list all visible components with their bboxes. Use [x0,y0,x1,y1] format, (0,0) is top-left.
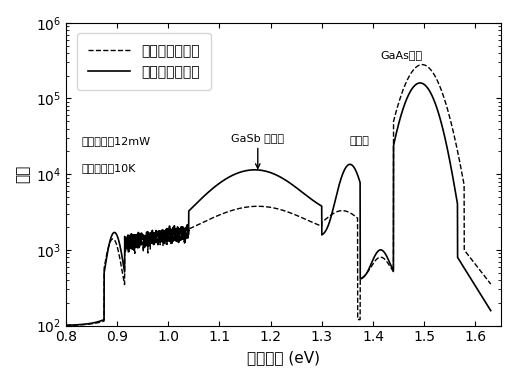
单层量子点材料 [433,77,440,82]
Text: 激发功率：12mW: 激发功率：12mW [81,136,150,146]
Text: 测试温度：10K: 测试温度：10K [81,163,135,173]
Line: 单层量子点材料: 单层量子点材料 [66,65,491,325]
单层量子点材料 [479,271,486,276]
单层量子点材料 [244,205,250,209]
X-axis label: 光子能量 (eV): 光子能量 (eV) [247,350,320,365]
多层量子点材料 [433,105,440,110]
单层量子点材料 [62,323,69,328]
Text: GaSb 量子点: GaSb 量子点 [231,133,284,168]
多层量子点材料 [479,295,486,300]
多层量子点材料 [244,168,250,173]
Text: GaAs衬底: GaAs衬底 [381,50,423,60]
单层量子点材料 [419,62,425,67]
Y-axis label: 强度: 强度 [15,165,30,183]
多层量子点材料 [136,234,142,239]
单层量子点材料 [111,238,117,242]
多层量子点材料 [488,308,494,313]
单层量子点材料 [225,209,232,214]
单层量子点材料 [488,282,494,287]
多层量子点材料 [225,175,232,179]
Text: 浸润层: 浸润层 [350,136,370,146]
多层量子点材料 [417,81,423,85]
单层量子点材料 [136,245,142,249]
Legend: 单层量子点材料, 多层量子点材料: 单层量子点材料, 多层量子点材料 [77,33,211,90]
Line: 多层量子点材料: 多层量子点材料 [66,83,491,325]
多层量子点材料 [111,230,117,235]
多层量子点材料 [62,323,69,328]
